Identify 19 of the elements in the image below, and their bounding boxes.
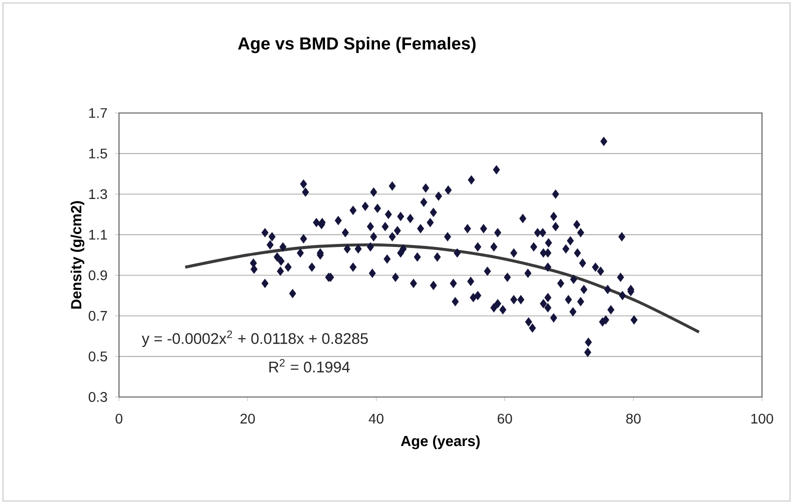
x-tick-label: 20 <box>240 414 255 424</box>
y-tick-label: 1.3 <box>89 189 108 200</box>
chart-title: Age vs BMD Spine (Females) <box>238 36 476 54</box>
x-axis-title: Age (years) <box>400 435 480 450</box>
y-tick-label: 1.5 <box>89 148 108 158</box>
x-tick-label: 0 <box>116 414 122 424</box>
annotation: R$^{2}$ = 0.1994 <box>269 359 350 372</box>
x-tick-label: 80 <box>626 414 641 424</box>
y-tick-label: 1.7 <box>89 108 107 118</box>
y-axis-title: Density (g/cm2) <box>70 201 84 309</box>
x-tick-label: 100 <box>751 414 774 424</box>
y-tick-label: 0.3 <box>88 392 108 402</box>
y-tick-label: 0.7 <box>88 310 107 321</box>
x-tick-label: 60 <box>498 414 512 424</box>
y-tick-label: 0.9 <box>88 270 107 280</box>
x-tick-label: 40 <box>368 414 384 424</box>
annotation: y = -0.0002x$^{2}$ + 0.0118x + 0.8285 <box>142 330 368 348</box>
y-tick-label: 0.5 <box>88 351 108 362</box>
y-tick-label: 1.1 <box>89 230 107 240</box>
